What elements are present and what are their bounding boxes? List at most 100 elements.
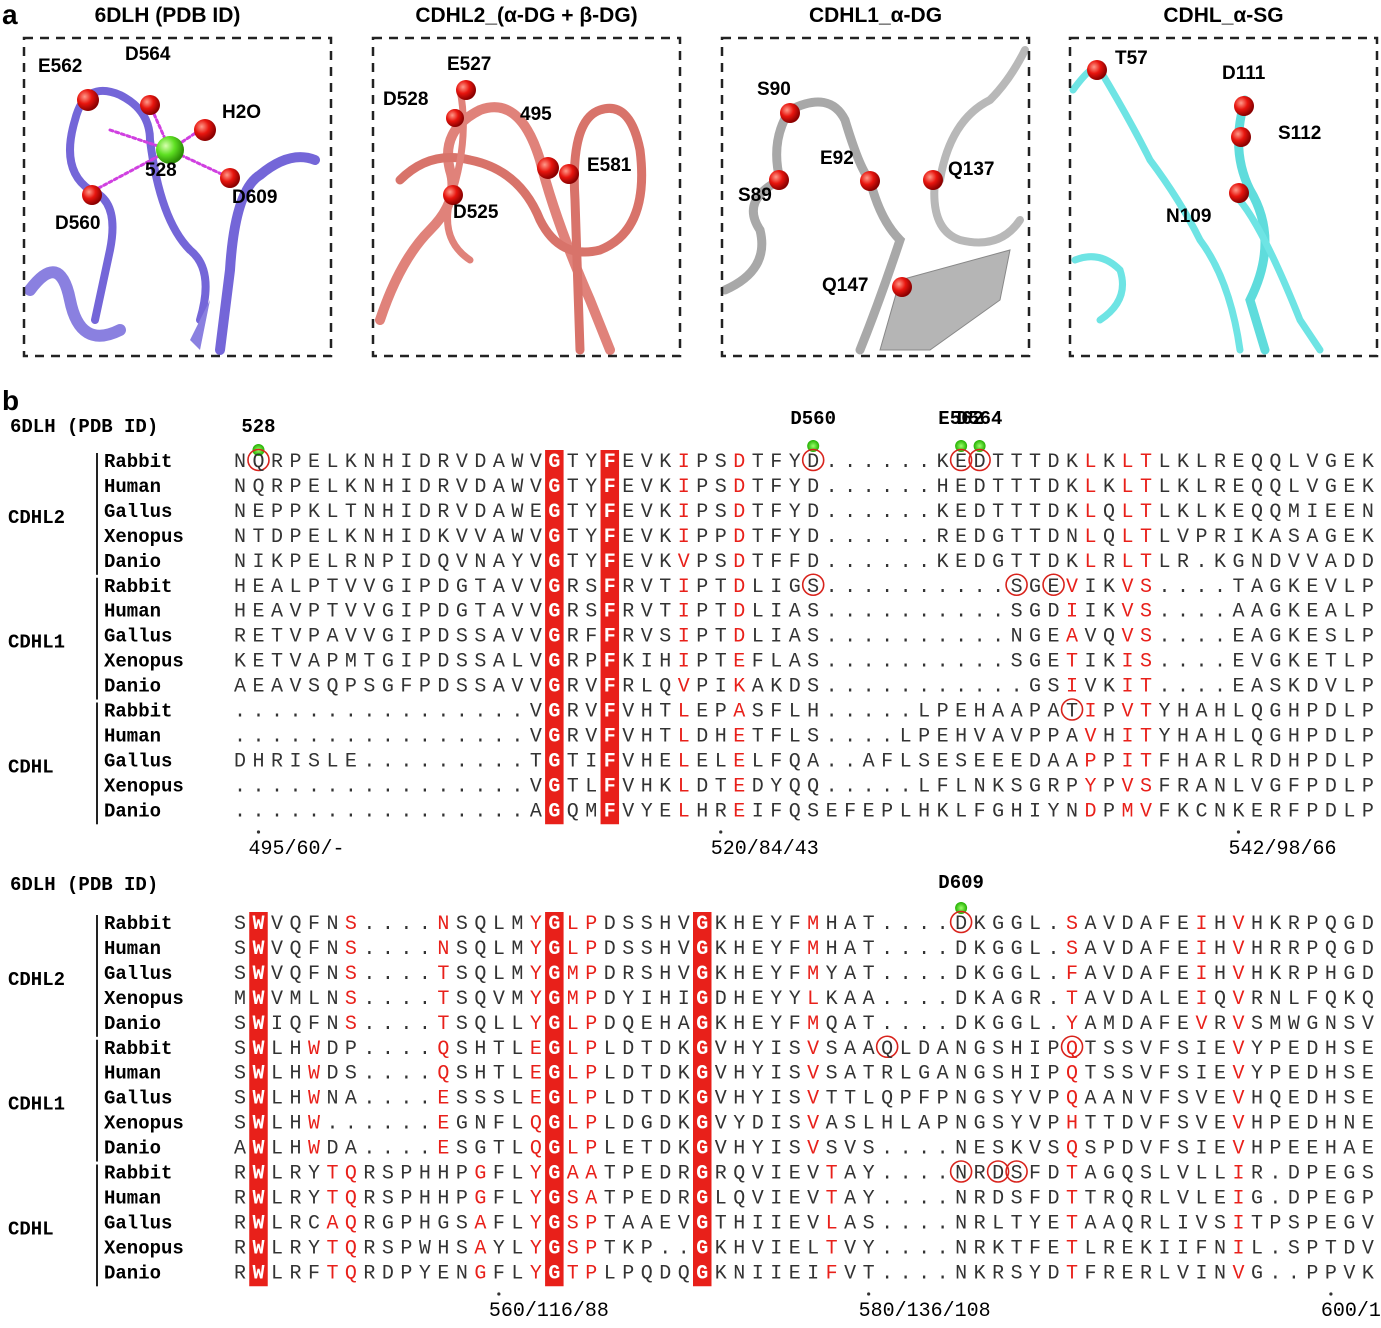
structure-2 [375, 80, 647, 355]
residue-label: D564 [125, 44, 171, 65]
species-label: Gallus [104, 750, 172, 772]
reference-label: 6DLH (PDB ID) [10, 874, 158, 896]
ruler-dot [719, 830, 723, 834]
species-label: Danio [104, 800, 161, 822]
panel-frame [371, 36, 682, 358]
residue-label: S112 [1278, 123, 1321, 144]
residue-circle [1005, 573, 1028, 597]
species-label: Xenopus [104, 988, 184, 1010]
ruler-dot [256, 830, 261, 834]
conserved-box [600, 450, 620, 825]
species-label: Gallus [104, 1088, 172, 1110]
residue-label: E581 [587, 155, 632, 176]
conserved-box [693, 912, 712, 1287]
species-label: Rabbit [104, 701, 172, 723]
residue-circle [1060, 1035, 1084, 1059]
position-label: 580/136/108 [859, 1300, 991, 1323]
site-label: E562 [938, 408, 984, 430]
residue-label: N109 [1166, 206, 1211, 227]
ruler-dot [867, 1292, 871, 1296]
species-label: Gallus [104, 1212, 172, 1234]
species-label: Human [104, 938, 161, 960]
species-label: Human [104, 1063, 161, 1085]
residue-label: H2O [222, 102, 261, 123]
species-label: Danio [104, 1262, 161, 1284]
residue-label: E527 [447, 54, 491, 75]
residue-label: E92 [820, 148, 854, 169]
panel-title: 6DLH (PDB ID) [95, 4, 241, 27]
residue-label: S90 [757, 79, 791, 100]
species-label: Xenopus [104, 775, 184, 797]
species-label: Human [104, 601, 161, 623]
residue-circle [949, 448, 973, 472]
position-label: 560/116/88 [489, 1300, 609, 1323]
species-label: Human [104, 725, 161, 747]
site-dot [807, 440, 820, 452]
position-label: 542/98/66 [1228, 838, 1336, 861]
ruler-dot [1236, 830, 1241, 834]
position-label: 495/60/- [248, 838, 344, 861]
species-label: Xenopus [104, 1113, 184, 1135]
residue-label: T57 [1115, 48, 1148, 69]
residue-circle [986, 1160, 1010, 1183]
conserved-box [545, 912, 564, 1287]
panel-title: CDHL1_α-DG [809, 4, 942, 27]
species-label: Danio [104, 1013, 161, 1035]
species-label: Gallus [104, 963, 172, 985]
residue-label: D528 [383, 89, 428, 110]
residue-label: E562 [38, 56, 82, 77]
group-label: CDHL [8, 1218, 54, 1240]
residue-label: 528 [145, 160, 177, 181]
conserved-box [545, 450, 564, 825]
group-label: CDHL1 [8, 1094, 65, 1116]
group-label: CDHL1 [8, 632, 65, 654]
species-label: Rabbit [104, 451, 172, 473]
site-dot [955, 440, 968, 452]
residue-circle [801, 448, 825, 472]
position-label: 600/161/128 [1321, 1300, 1381, 1323]
panel-frame [22, 36, 333, 358]
species-label: Danio [104, 1138, 161, 1160]
residue-circle [801, 573, 825, 597]
conserved-box [249, 912, 268, 1287]
group-label: CDHL2 [8, 507, 65, 529]
species-label: Rabbit [104, 1038, 172, 1060]
residue-circle [875, 1035, 899, 1059]
residue-label: S89 [738, 185, 772, 206]
panel-frame [1068, 36, 1379, 358]
panel-title: CDHL_α-SG [1163, 4, 1283, 27]
site-label: D609 [938, 872, 984, 894]
site-dot [955, 902, 968, 914]
residue-label: Q137 [948, 159, 994, 180]
species-label: Human [104, 476, 161, 498]
residue-label: 495 [520, 104, 552, 125]
